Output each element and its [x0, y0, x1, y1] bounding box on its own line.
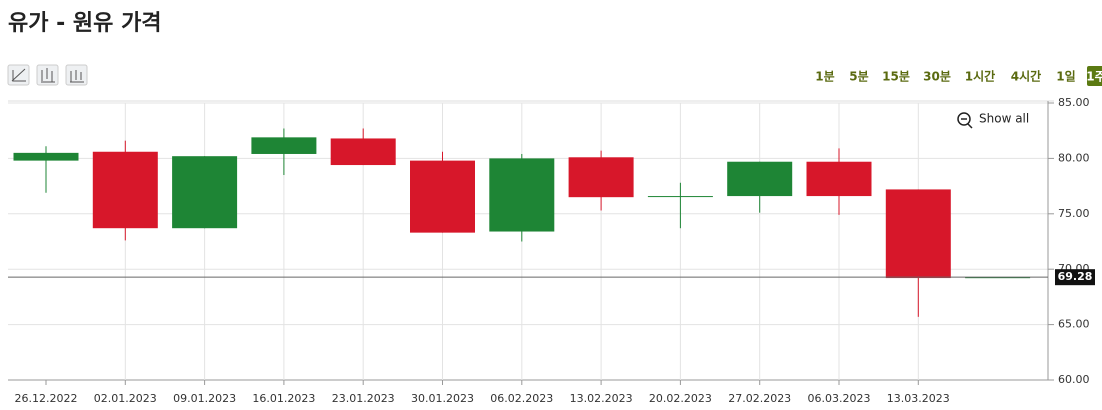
- interval-button[interactable]: 1분: [815, 70, 834, 84]
- x-tick-label: 06.03.2023: [808, 392, 871, 405]
- x-tick-label: 02.01.2023: [94, 392, 157, 405]
- x-tick-label: 26.12.2022: [15, 392, 78, 405]
- y-tick-label: 60.00: [1058, 373, 1090, 386]
- candle-body: [410, 160, 475, 233]
- show-all-label[interactable]: Show all: [979, 112, 1029, 126]
- interval-button[interactable]: 1시간: [965, 69, 995, 84]
- candle-body: [251, 137, 317, 154]
- icon: [41, 68, 55, 83]
- candle-body: [647, 196, 713, 198]
- interval-button[interactable]: 1일: [1056, 70, 1075, 84]
- interval-button[interactable]: 5분: [849, 70, 868, 84]
- candle-body: [489, 158, 555, 232]
- candle-body: [806, 161, 872, 197]
- candle-body: [172, 156, 238, 229]
- candle-body: [885, 189, 951, 279]
- last-price-label: 69.28: [1058, 270, 1093, 283]
- icon: [11, 68, 26, 82]
- interval-button[interactable]: 4시간: [1011, 69, 1041, 84]
- y-tick-label: 75.00: [1058, 207, 1090, 220]
- x-tick-label: 30.01.2023: [411, 392, 474, 405]
- x-tick-label: 09.01.2023: [173, 392, 236, 405]
- candle-body: [568, 157, 634, 198]
- y-tick-label: 65.00: [1058, 318, 1090, 331]
- candle-body: [330, 138, 396, 166]
- candle-body: [727, 161, 793, 197]
- interval-button[interactable]: 30분: [923, 70, 951, 84]
- interval-active-bg: [1087, 66, 1102, 86]
- icon: [70, 70, 84, 83]
- x-tick-label: 13.03.2023: [887, 392, 950, 405]
- x-tick-label: 13.02.2023: [570, 392, 633, 405]
- x-tick-label: 16.01.2023: [252, 392, 315, 405]
- y-tick-label: 80.00: [1058, 151, 1090, 164]
- last-price-box: [1055, 269, 1095, 286]
- x-tick-label: 20.02.2023: [649, 392, 712, 405]
- interval-button[interactable]: 15분: [882, 70, 910, 84]
- chart-title: 유가 - 원유 가격: [8, 11, 162, 36]
- interval-button[interactable]: 1주: [1086, 70, 1102, 84]
- zoom-icon: [967, 123, 973, 129]
- zoom-icon: [957, 112, 971, 126]
- candle-body: [13, 152, 79, 161]
- show-all-button[interactable]: Show all: [957, 112, 1029, 129]
- x-tick-label: 27.02.2023: [728, 392, 791, 405]
- candle-body: [92, 151, 158, 229]
- x-tick-label: 23.01.2023: [332, 392, 395, 405]
- tool-icons[interactable]: [7, 64, 88, 86]
- x-tick-label: 06.02.2023: [490, 392, 553, 405]
- y-tick-label: 85.00: [1058, 96, 1090, 109]
